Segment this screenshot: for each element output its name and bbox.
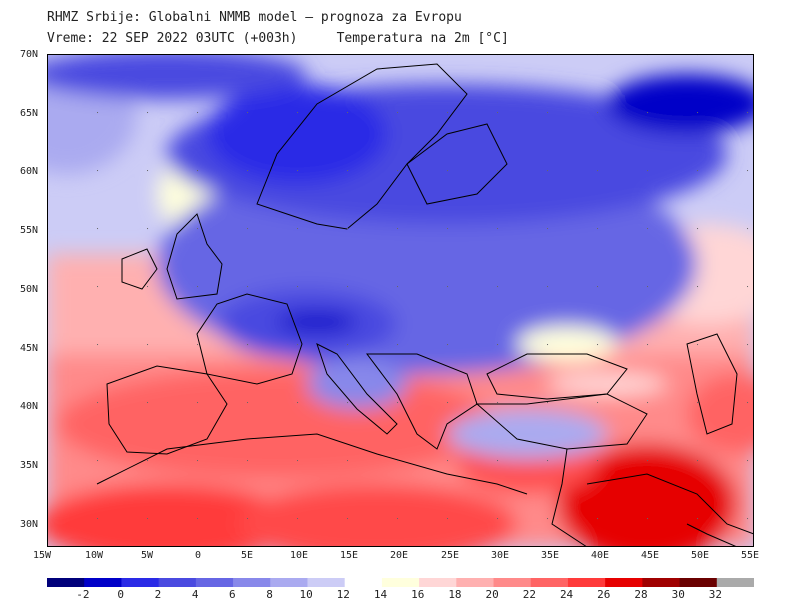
- colorbar-label: 24: [559, 588, 574, 601]
- colorbar-swatch: [419, 578, 457, 587]
- colorbar-label: 2: [154, 588, 162, 601]
- colorbar-label: 26: [597, 588, 611, 601]
- lat-label: 50N: [20, 284, 39, 295]
- colorbar-swatch: [158, 578, 197, 587]
- colorbar-swatch: [344, 578, 383, 587]
- lat-label: 60N: [20, 166, 39, 177]
- map-title: RHMZ Srbije: Globalni NMMB model — progn…: [47, 10, 462, 25]
- colorbar-label: 8: [266, 588, 273, 601]
- colorbar-swatch: [605, 578, 643, 587]
- colorbar-swatch: [493, 578, 532, 587]
- map-frame: [47, 54, 754, 547]
- colorbar-swatch: [642, 578, 681, 587]
- colorbar-swatch: [716, 578, 754, 587]
- temperature-map: [47, 54, 754, 547]
- colorbar-label: 28: [634, 588, 648, 601]
- colorbar-label: 32: [708, 588, 723, 601]
- colorbar-label: 20: [485, 588, 499, 601]
- map-subtitle: Vreme: 22 SEP 2022 03UTC (+003h) Tempera…: [47, 31, 509, 46]
- colorbar-swatch: [47, 578, 85, 587]
- lon-label: 30E: [491, 550, 510, 561]
- colorbar-swatch: [270, 578, 308, 587]
- colorbar-label: 4: [191, 588, 199, 601]
- lat-label: 35N: [20, 460, 39, 471]
- colorbar-label: 22: [522, 588, 536, 601]
- lat-label: 45N: [20, 343, 39, 354]
- colorbar-label: 30: [671, 588, 685, 601]
- colorbar-swatch: [530, 578, 569, 587]
- colorbar-label: 14: [373, 588, 388, 601]
- lon-label: 55E: [741, 550, 760, 561]
- colorbar-label: -2: [76, 588, 90, 601]
- lon-label: 50E: [691, 550, 710, 561]
- lat-label: 55N: [20, 225, 39, 236]
- colorbar-swatch: [233, 578, 271, 587]
- lat-label: 30N: [20, 519, 39, 530]
- colorbar-swatch: [567, 578, 606, 587]
- graticule: [47, 54, 754, 547]
- lon-label: 25E: [441, 550, 460, 561]
- colorbar-swatch: [121, 578, 160, 587]
- colorbar-swatch: [307, 578, 346, 587]
- colorbar-swatch: [456, 578, 495, 587]
- lat-label: 65N: [20, 108, 39, 119]
- colorbar-swatch: [381, 578, 420, 587]
- colorbar-label: 10: [299, 588, 313, 601]
- lon-label: 15W: [33, 550, 52, 561]
- colorbar-label: 12: [336, 588, 350, 601]
- lon-label: 10E: [290, 550, 309, 561]
- colorbar-label: 18: [448, 588, 462, 601]
- lat-label: 40N: [20, 401, 39, 412]
- colorbar-swatch: [195, 578, 234, 587]
- lon-label: 10W: [85, 550, 104, 561]
- colorbar-label: 0: [117, 588, 125, 601]
- colorbar-swatch: [679, 578, 718, 587]
- map-canvas: [47, 54, 754, 547]
- lon-label: 5W: [141, 550, 154, 561]
- lon-label: 35E: [541, 550, 560, 561]
- lon-label: 20E: [390, 550, 409, 561]
- colorbar: [47, 578, 754, 587]
- colorbar-label: 16: [411, 588, 425, 601]
- lon-label: 5E: [241, 550, 254, 561]
- lon-label: 40E: [591, 550, 610, 561]
- lon-label: 45E: [641, 550, 660, 561]
- lon-label: 0: [195, 550, 202, 561]
- lat-label: 70N: [20, 49, 39, 60]
- colorbar-label: 6: [229, 588, 236, 601]
- colorbar-swatch: [84, 578, 122, 587]
- lon-label: 15E: [340, 550, 359, 561]
